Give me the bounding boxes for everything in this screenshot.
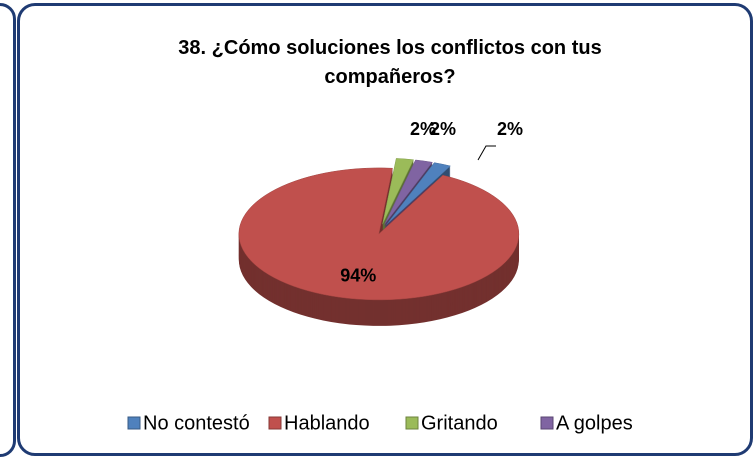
data-label: 94% (340, 266, 376, 286)
legend-label: Hablando (284, 412, 370, 434)
leader-line (477, 145, 496, 161)
slice (238, 167, 520, 301)
legend-label: A golpes (556, 412, 633, 434)
slice-side-layer (382, 161, 414, 228)
data-label: 2% (497, 119, 523, 139)
legend-swatch (540, 416, 554, 430)
chart-title: 38. ¿Cómo soluciones los conflictos con … (178, 37, 602, 88)
legend-swatch (127, 416, 141, 430)
legend-label: Gritando (421, 412, 498, 434)
legend-swatch (405, 416, 419, 430)
legend-label: No contestó (143, 412, 250, 434)
slice (382, 158, 414, 225)
data-label: 2% (430, 119, 456, 139)
slice-side-layer (382, 162, 414, 229)
slice (386, 162, 451, 225)
data-label: 2% (410, 119, 436, 139)
slice (384, 159, 433, 225)
chart-frame (17, 3, 753, 456)
slice-side-layer (382, 160, 414, 227)
legend-swatch (268, 416, 282, 430)
